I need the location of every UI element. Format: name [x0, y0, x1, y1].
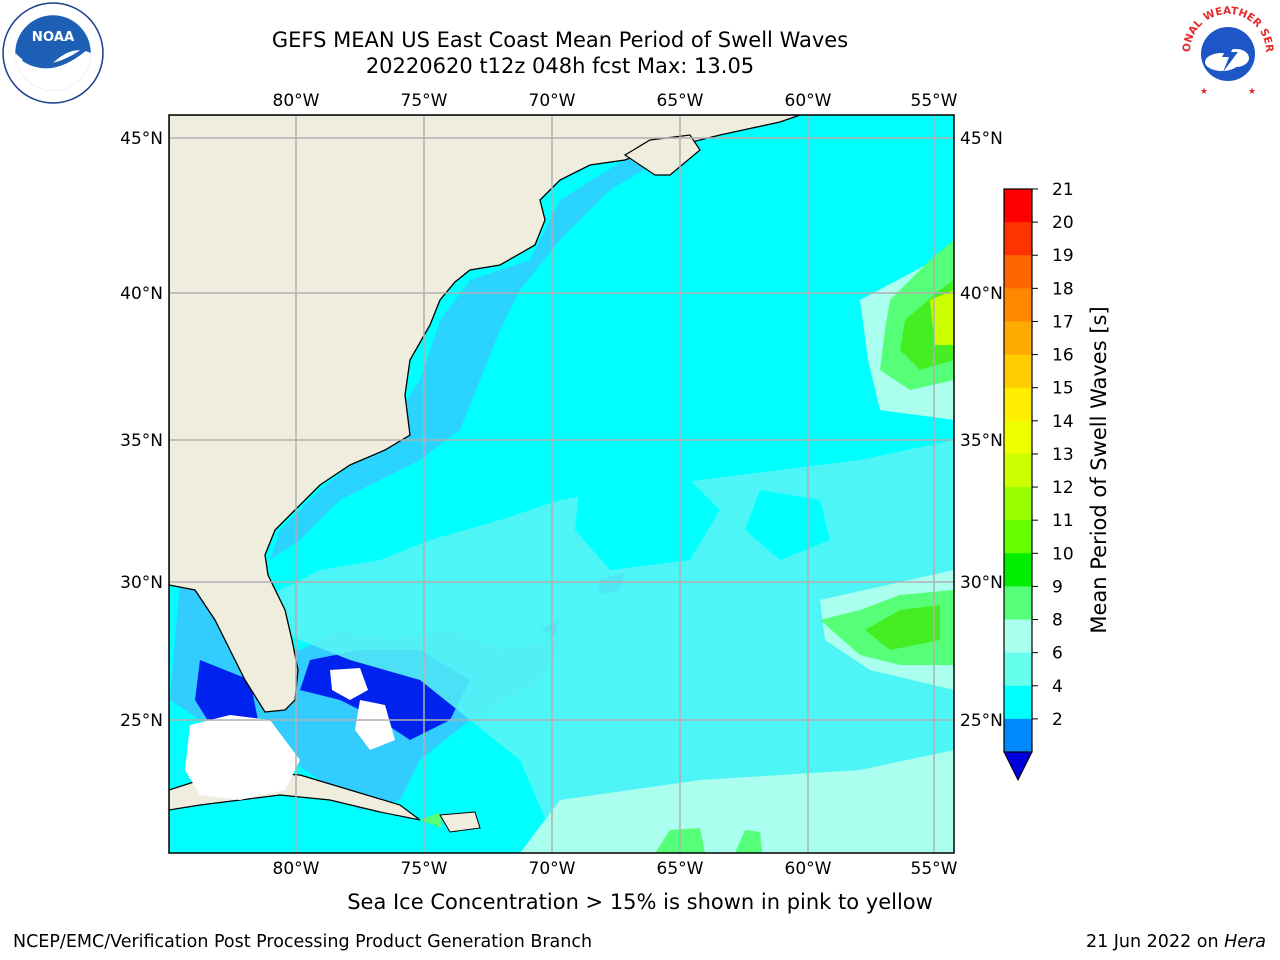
lon-tick-bottom: 75°W — [401, 859, 448, 879]
map-area — [169, 115, 954, 853]
colorbar-segment — [1004, 487, 1032, 521]
colorbar-segment — [1004, 288, 1032, 322]
colorbar-segment — [1004, 718, 1032, 753]
colorbar-tick-label: 9 — [1052, 577, 1063, 597]
svg-text:★: ★ — [1200, 87, 1208, 97]
lat-tick-right: 30°N — [960, 573, 1003, 593]
footer-date: 21 Jun 2022 on Hera — [1086, 932, 1266, 952]
colorbar-segment — [1004, 189, 1032, 223]
footer-host: Hera — [1224, 932, 1266, 952]
colorbar-tick-label: 21 — [1052, 180, 1074, 200]
colorbar-tick-label: 16 — [1052, 346, 1074, 366]
land-hispaniola-tip — [439, 811, 481, 833]
lat-tick-left: 35°N — [120, 431, 163, 451]
noaa-logo: NOAA — [2, 2, 104, 104]
colorbar-segment — [1004, 354, 1032, 389]
lat-tick-right: 45°N — [960, 129, 1003, 149]
colorbar-segment — [1004, 619, 1032, 654]
lat-tick-left: 30°N — [120, 573, 163, 593]
colorbar-segments — [1004, 189, 1032, 753]
map-caption: Sea Ice Concentration > 15% is shown in … — [347, 890, 933, 914]
lon-ticks-top: 80°W 75°W 70°W 65°W 60°W 55°W — [273, 91, 958, 111]
lat-ticks-left: 45°N 40°N 35°N 30°N 25°N — [120, 129, 163, 731]
lon-tick-top: 75°W — [401, 91, 448, 111]
colorbar-segment — [1004, 453, 1032, 488]
mask-bahamas — [330, 668, 395, 750]
colorbar-tick-label: 11 — [1052, 511, 1074, 531]
footer-credit: NCEP/EMC/Verification Post Processing Pr… — [13, 932, 593, 952]
colorbar-frame — [1003, 188, 1033, 753]
mask-gulf-south — [185, 715, 300, 800]
colorbar-ticks: 21 20 19 18 17 16 15 14 13 12 11 10 9 8 6 4 2 — [1032, 180, 1074, 730]
colorbar-segment — [1004, 387, 1032, 422]
colorbar-tick-label: 6 — [1052, 644, 1063, 664]
colorbar-extend-arrow — [1003, 751, 1033, 782]
colorbar-tick-label: 4 — [1052, 677, 1063, 697]
colorbar-tick-label: 2 — [1052, 710, 1063, 730]
chart-subtitle: 20220620 t12z 048h fcst Max: 13.05 — [365, 54, 755, 78]
colorbar-tick-label: 14 — [1052, 412, 1074, 432]
chart-title: GEFS MEAN US East Coast Mean Period of S… — [271, 28, 849, 52]
swell-patches-calm — [575, 330, 830, 570]
lat-tick-right: 25°N — [960, 711, 1003, 731]
colorbar-segment — [1004, 420, 1032, 455]
lat-tick-right: 35°N — [960, 431, 1003, 451]
colorbar-tick-label: 19 — [1052, 246, 1074, 266]
colorbar-tick-label: 10 — [1052, 544, 1074, 564]
colorbar-segment — [1004, 321, 1032, 356]
svg-text:NOAA: NOAA — [32, 30, 75, 45]
colorbar-tick-label: 20 — [1052, 213, 1074, 233]
swell-zone-max-north — [930, 290, 954, 345]
lat-tick-left: 45°N — [120, 129, 163, 149]
lon-tick-bottom: 70°W — [529, 859, 576, 879]
colorbar-segment — [1004, 652, 1032, 687]
swell-band-southeast — [520, 750, 954, 853]
lon-tick-top: 60°W — [785, 91, 832, 111]
nws-logo: NATIONAL WEATHER SERVICE ★ ★ — [1178, 2, 1276, 100]
land-nova-scotia — [623, 134, 701, 176]
swell-zone-green-south — [420, 812, 762, 853]
lon-tick-top: 55°W — [911, 91, 958, 111]
lon-tick-bottom: 65°W — [657, 859, 704, 879]
lat-tick-left: 40°N — [120, 284, 163, 304]
lat-tick-left: 25°N — [120, 711, 163, 731]
colorbar-segment — [1004, 222, 1032, 256]
lon-ticks-bottom: 80°W 75°W 70°W 65°W 60°W 55°W — [273, 859, 958, 879]
colorbar-tick-label: 13 — [1052, 445, 1074, 465]
land-north-america — [169, 115, 801, 713]
colorbar-segment — [1004, 685, 1032, 720]
footer-date-text: 21 Jun 2022 on — [1085, 932, 1225, 952]
colorbar-segment — [1004, 553, 1032, 587]
lon-tick-bottom: 60°W — [785, 859, 832, 879]
colorbar-tick-label: 8 — [1052, 611, 1063, 631]
lon-tick-top: 70°W — [529, 91, 576, 111]
map-gridlines — [169, 115, 954, 853]
colorbar-tick-label: 12 — [1052, 478, 1074, 498]
map-frame — [168, 114, 955, 854]
svg-text:★: ★ — [1248, 87, 1256, 97]
lon-tick-top: 65°W — [657, 91, 704, 111]
colorbar-segment — [1004, 586, 1032, 621]
colorbar-tick-label: 15 — [1052, 379, 1074, 399]
lon-tick-bottom: 55°W — [911, 859, 958, 879]
lat-tick-right: 40°N — [960, 284, 1003, 304]
colorbar-tick-label: 17 — [1052, 312, 1074, 332]
colorbar-tick-label: 18 — [1052, 279, 1074, 299]
colorbar-segment — [1004, 520, 1032, 554]
colorbar-segment — [1004, 255, 1032, 289]
colorbar: 21 20 19 18 17 16 15 14 13 12 11 10 9 8 6 4 2 Mean Perio… — [1003, 180, 1111, 782]
colorbar-label: Mean Period of Swell Waves [s] — [1087, 306, 1111, 633]
swell-zone-peak-east — [865, 605, 940, 650]
lon-tick-bottom: 80°W — [273, 859, 320, 879]
lon-tick-top: 80°W — [273, 91, 320, 111]
lat-ticks-right: 45°N 40°N 35°N 30°N 25°N — [960, 129, 1003, 731]
